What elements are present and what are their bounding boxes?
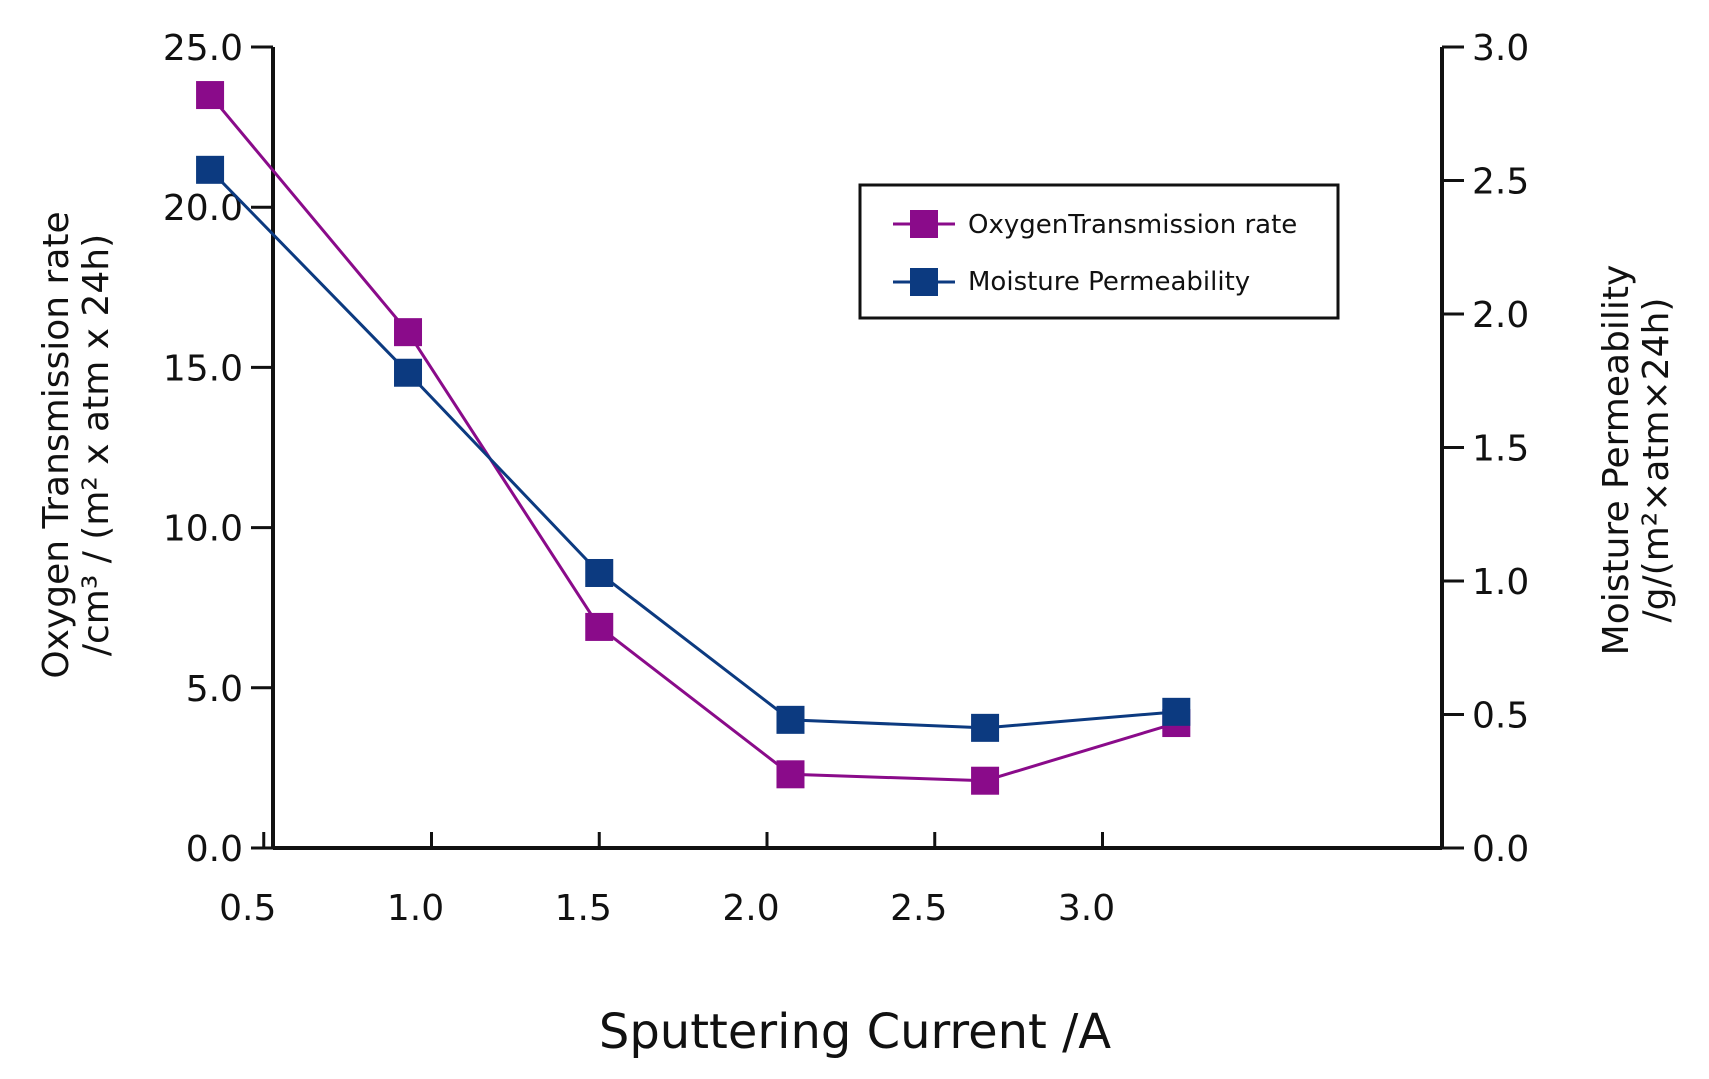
- right-tick-label: 1.0: [1472, 562, 1529, 603]
- data-point-moisture: [585, 558, 614, 587]
- data-point-oxygen: [196, 81, 225, 110]
- legend-marker-oxygen: [910, 210, 938, 238]
- data-point-oxygen: [585, 612, 614, 641]
- left-tick-label: 25.0: [163, 28, 243, 69]
- left-axis-title: Oxygen Transmission rate /cm³ / (m² x at…: [36, 211, 117, 678]
- series-layer: [196, 81, 1191, 795]
- x-axis-ticks: 0.5 1.0 1.5 2.0 2.5 3.0: [219, 832, 1115, 929]
- left-tick-label: 0.0: [186, 829, 243, 870]
- data-point-moisture: [971, 713, 1000, 742]
- left-axis-title-line1: Oxygen Transmission rate: [36, 211, 77, 678]
- legend-entry-moisture: Moisture Permeability: [893, 267, 1250, 297]
- right-tick-label: 0.0: [1472, 829, 1529, 870]
- x-tick-label: 1.5: [555, 888, 612, 929]
- x-axis-title: Sputtering Current /A: [599, 1004, 1111, 1060]
- left-tick-label: 10.0: [163, 509, 243, 550]
- legend-label-oxygen: OxygenTransmission rate: [968, 210, 1297, 240]
- legend-label-moisture: Moisture Permeability: [968, 267, 1250, 297]
- x-tick-label: 3.0: [1058, 888, 1115, 929]
- data-point-moisture: [776, 705, 805, 734]
- data-point-moisture: [394, 358, 423, 387]
- right-tick-label: 2.0: [1472, 295, 1529, 336]
- data-point-moisture: [196, 155, 225, 184]
- left-tick-label: 15.0: [163, 348, 243, 389]
- data-point-oxygen: [971, 766, 1000, 795]
- right-axis-title-line2: /g/(m²×atm×24h): [1636, 298, 1677, 623]
- left-y-axis-ticks: 0.0 5.0 10.0 15.0 20.0 25.0: [163, 28, 273, 870]
- x-tick-label: 2.5: [890, 888, 947, 929]
- data-point-moisture: [1162, 697, 1191, 726]
- legend: OxygenTransmission rate Moisture Permeab…: [858, 183, 1340, 320]
- series-line-moisture: [208, 168, 1177, 730]
- left-tick-label: 20.0: [163, 188, 243, 229]
- legend-marker-moisture: [910, 268, 938, 296]
- plot-frame: [271, 47, 1444, 850]
- legend-box: [858, 183, 1340, 320]
- left-tick-label: 5.0: [186, 669, 243, 710]
- left-axis-title-line2: /cm³ / (m² x atm x 24h): [76, 234, 117, 656]
- right-tick-label: 3.0: [1472, 28, 1529, 69]
- series-line-oxygen: [208, 94, 1177, 783]
- x-tick-label: 2.0: [722, 888, 779, 929]
- right-axis-title-line1: Moisture Permeability: [1596, 265, 1637, 656]
- right-tick-label: 2.5: [1472, 162, 1529, 203]
- right-axis-title: Moisture Permeability /g/(m²×atm×24h): [1596, 265, 1677, 656]
- x-tick-label: 0.5: [219, 888, 276, 929]
- right-tick-label: 1.5: [1472, 429, 1529, 470]
- right-tick-label: 0.5: [1472, 696, 1529, 737]
- legend-entry-oxygen: OxygenTransmission rate: [893, 210, 1297, 240]
- x-tick-label: 1.0: [387, 888, 444, 929]
- data-point-oxygen: [776, 760, 805, 789]
- data-point-oxygen: [394, 318, 423, 347]
- right-y-axis-ticks: 0.0 0.5 1.0 1.5 2.0 2.5 3.0: [1442, 28, 1529, 870]
